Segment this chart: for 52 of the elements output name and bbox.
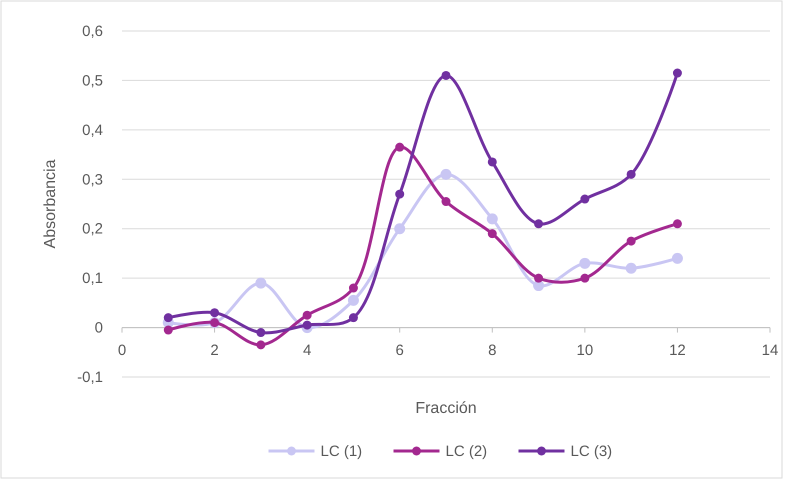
point xyxy=(164,326,173,335)
y-tick-label: 0 xyxy=(94,320,103,337)
y-tick-label: 0,2 xyxy=(82,220,103,238)
point xyxy=(534,219,544,228)
point xyxy=(348,294,359,306)
y-tick-label: -0,1 xyxy=(77,369,103,386)
legend-label: LC (1) xyxy=(320,443,362,460)
point xyxy=(626,170,636,179)
point xyxy=(302,310,312,320)
y-tick-label: 0,5 xyxy=(82,72,103,90)
point xyxy=(580,274,590,283)
y-axis-title: Absorbancia xyxy=(42,159,59,248)
point xyxy=(580,194,590,204)
x-tick-label: 6 xyxy=(396,342,404,359)
point xyxy=(442,70,450,80)
point xyxy=(256,328,266,338)
x-tick-label: 2 xyxy=(210,342,219,359)
point xyxy=(164,313,173,322)
y-tick-label: 0,6 xyxy=(82,23,103,40)
y-tick-label: 0,1 xyxy=(82,270,103,288)
point xyxy=(255,278,266,289)
x-axis-title: Fracción xyxy=(415,400,477,417)
point xyxy=(442,197,450,206)
point xyxy=(348,284,358,293)
point xyxy=(579,258,590,269)
point xyxy=(626,236,636,246)
x-tick-label: 8 xyxy=(488,342,496,359)
legend-label: LC (2) xyxy=(446,443,488,460)
legend-label: LC (3) xyxy=(570,443,612,460)
point xyxy=(394,223,406,234)
point xyxy=(672,68,682,78)
point xyxy=(348,313,358,322)
y-tick-label: 0,3 xyxy=(82,171,103,188)
point xyxy=(210,308,220,318)
point xyxy=(488,229,497,238)
y-tick-label: 0,4 xyxy=(82,122,103,139)
x-tick-label: 10 xyxy=(576,342,594,359)
x-tick-label: 14 xyxy=(762,342,778,359)
x-tick-label: 0 xyxy=(118,342,126,359)
x-tick-label: 4 xyxy=(302,342,312,359)
point xyxy=(395,142,404,152)
point xyxy=(395,190,404,199)
x-tick-label: 12 xyxy=(669,342,686,359)
point xyxy=(488,157,497,166)
point xyxy=(534,274,544,283)
point xyxy=(672,252,683,264)
point xyxy=(440,168,452,180)
point xyxy=(256,340,266,350)
point xyxy=(626,262,637,274)
point xyxy=(302,320,312,330)
point xyxy=(486,213,498,224)
point xyxy=(672,219,682,228)
